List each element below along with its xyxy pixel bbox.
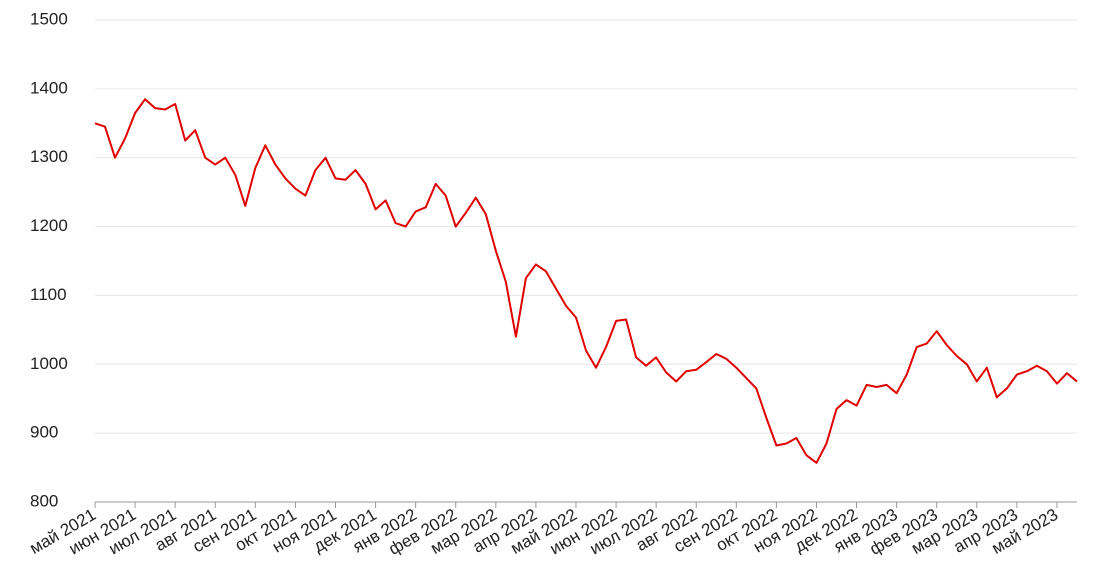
y-tick-label: 1000 bbox=[30, 354, 68, 373]
y-tick-label: 800 bbox=[30, 491, 58, 510]
y-tick-label: 1400 bbox=[30, 78, 68, 97]
y-tick-label: 1200 bbox=[30, 216, 68, 235]
y-tick-label: 1100 bbox=[30, 285, 67, 304]
y-tick-label: 1500 bbox=[30, 9, 68, 28]
y-tick-label: 900 bbox=[30, 423, 58, 442]
y-tick-label: 1300 bbox=[30, 147, 68, 166]
line-series bbox=[94, 98, 1078, 464]
